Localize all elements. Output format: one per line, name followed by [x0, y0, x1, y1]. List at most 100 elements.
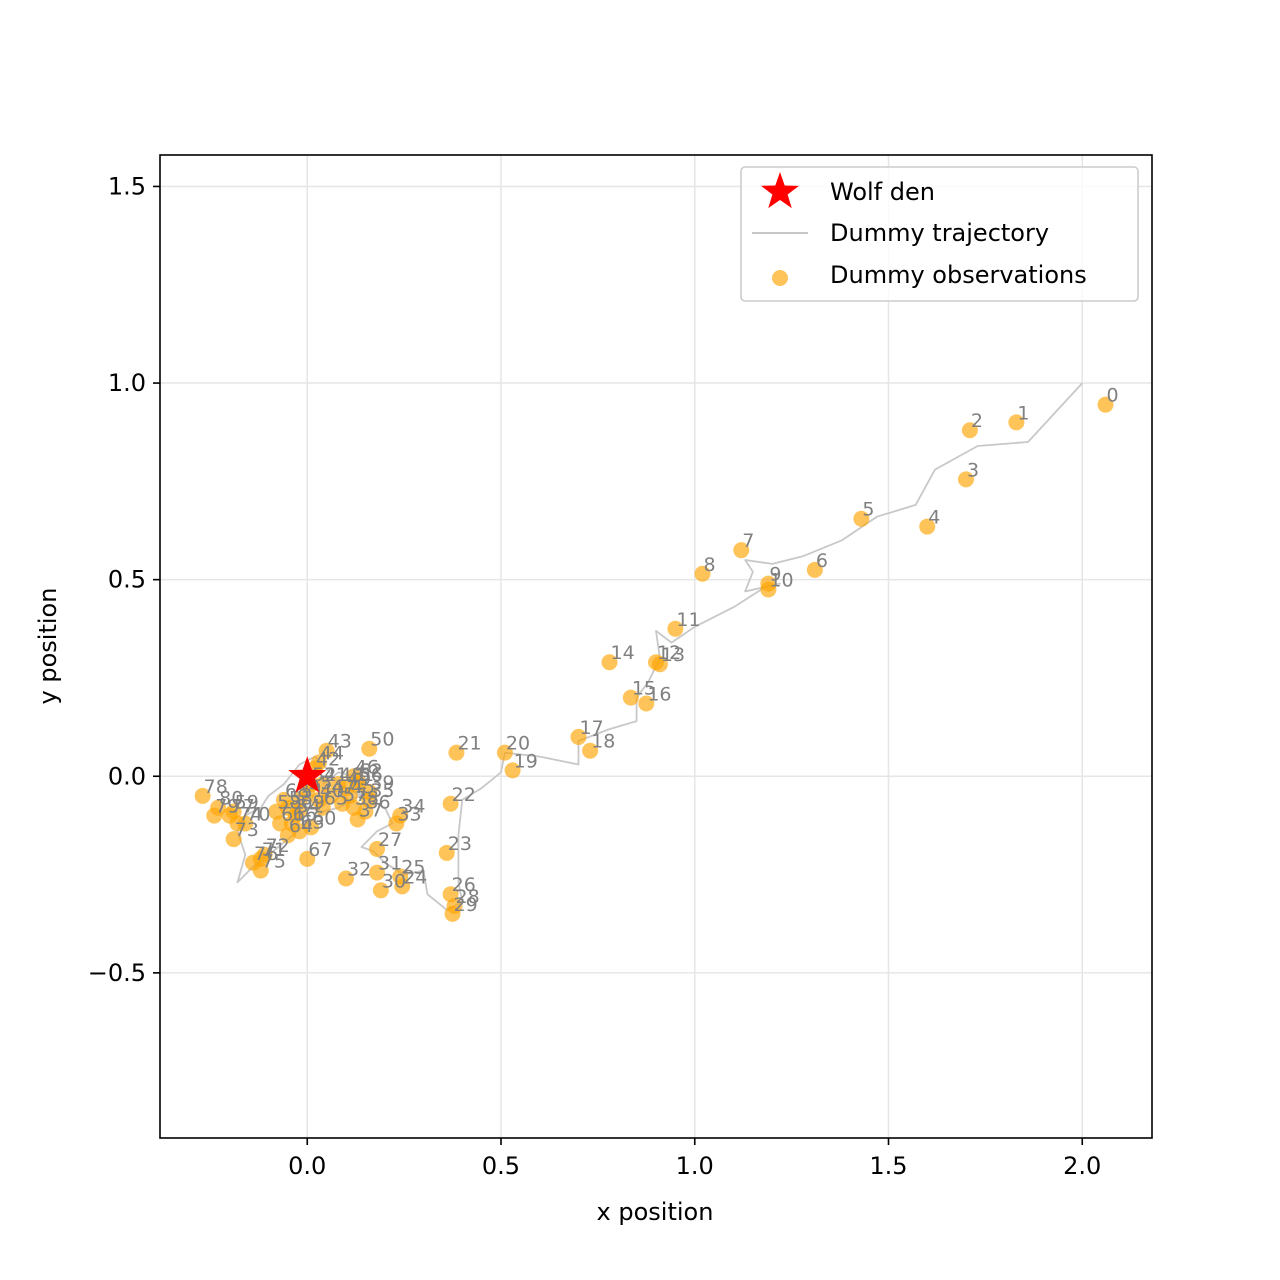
observation-point-22	[442, 795, 459, 812]
legend-den-label: Wolf den	[830, 178, 935, 206]
observation-label-62: 62	[359, 760, 383, 782]
observation-label-60: 60	[312, 807, 336, 829]
observation-point-29	[444, 905, 461, 922]
observation-label-3: 3	[967, 459, 979, 481]
observation-label-73: 73	[235, 819, 259, 841]
observation-label-45: 45	[351, 776, 375, 798]
x-axis-label: x position	[597, 1198, 714, 1226]
observation-label-19: 19	[514, 750, 538, 772]
observation-point-15	[622, 689, 639, 706]
observation-point-78	[194, 787, 211, 804]
observation-point-19	[504, 762, 521, 779]
observation-label-48: 48	[339, 764, 363, 786]
observation-point-41	[314, 776, 331, 793]
observation-label-77: 77	[231, 796, 255, 818]
y-tick-label: −0.5	[88, 959, 146, 987]
observation-point-39	[361, 783, 378, 800]
observation-label-24: 24	[403, 866, 427, 888]
observation-label-56: 56	[359, 764, 383, 786]
observation-point-13	[651, 656, 668, 673]
observation-point-66	[283, 815, 300, 832]
observation-point-67	[299, 850, 316, 867]
observation-label-74: 74	[239, 803, 263, 825]
observation-point-76	[245, 854, 261, 871]
observation-label-11: 11	[676, 609, 700, 631]
observation-label-37: 37	[359, 800, 383, 822]
y-tick-label: 0.5	[108, 566, 146, 594]
observation-label-18: 18	[591, 731, 615, 753]
observation-point-65	[314, 799, 331, 816]
observation-label-32: 32	[347, 858, 371, 880]
observation-label-51: 51	[301, 780, 325, 802]
observation-point-72	[256, 846, 273, 863]
observation-label-53: 53	[289, 788, 313, 810]
observation-point-0	[1097, 396, 1114, 413]
observation-point-14	[601, 654, 618, 671]
observation-point-34	[392, 807, 409, 824]
observation-label-52: 52	[312, 764, 336, 786]
observation-label-25: 25	[401, 857, 425, 879]
observation-label-67: 67	[308, 839, 332, 861]
y-tick-label: 1.0	[108, 369, 146, 397]
observation-point-5	[853, 510, 870, 527]
observation-label-0: 0	[1107, 385, 1119, 407]
observation-point-55	[299, 783, 316, 800]
y-tick-label: 0.0	[108, 762, 146, 790]
observation-point-30	[372, 882, 389, 899]
observation-point-7	[733, 542, 750, 559]
legend: Wolf den Dummy trajectory Dummy observat…	[740, 166, 1139, 302]
observation-label-38: 38	[355, 788, 379, 810]
observation-point-4	[919, 518, 936, 535]
y-tick-label: 1.5	[108, 172, 146, 200]
observation-label-61: 61	[281, 803, 305, 825]
observation-label-58: 58	[277, 792, 301, 814]
observation-label-54: 54	[297, 796, 321, 818]
observation-label-27: 27	[378, 829, 402, 851]
observation-label-6: 6	[816, 550, 828, 572]
observation-point-31	[369, 864, 385, 881]
observation-point-6	[806, 561, 823, 578]
observation-label-65: 65	[324, 788, 348, 810]
observation-label-49: 49	[347, 768, 371, 790]
x-axis-ticks: 0.0 0.5 1.0 1.5 2.0	[288, 1138, 1101, 1180]
observation-label-64: 64	[289, 815, 313, 837]
x-tick-label: 1.0	[676, 1152, 714, 1180]
observation-label-39: 39	[370, 772, 394, 794]
plot-frame	[159, 154, 1153, 1139]
observation-label-12: 12	[657, 642, 681, 664]
observation-label-16: 16	[647, 684, 671, 706]
observation-label-10: 10	[769, 569, 793, 591]
y-axis-label: y position	[34, 588, 62, 705]
observation-point-44	[310, 754, 327, 771]
observation-label-59: 59	[235, 792, 259, 814]
observation-point-2	[961, 422, 978, 439]
observation-label-8: 8	[704, 554, 716, 576]
observation-label-76: 76	[254, 843, 278, 865]
observation-point-17	[570, 728, 587, 745]
observation-label-79: 79	[215, 796, 239, 818]
legend-box	[740, 166, 1139, 302]
observation-label-21: 21	[457, 733, 481, 755]
observation-point-43	[318, 742, 335, 759]
observation-label-7: 7	[742, 530, 754, 552]
observation-label-78: 78	[204, 776, 228, 798]
observation-label-35: 35	[370, 780, 394, 802]
observation-label-50: 50	[370, 729, 394, 751]
x-tick-label: 1.5	[869, 1152, 907, 1180]
observation-label-2: 2	[971, 410, 983, 432]
observation-point-32	[338, 870, 354, 887]
observation-point-25	[392, 868, 409, 885]
x-tick-label: 2.0	[1063, 1152, 1101, 1180]
legend-den-star-icon	[760, 172, 800, 209]
observation-label-57: 57	[343, 784, 367, 806]
legend-observations-label: Dummy observations	[830, 261, 1087, 289]
observation-label-34: 34	[401, 796, 425, 818]
observation-label-43: 43	[328, 731, 352, 753]
observation-point-73	[225, 831, 242, 848]
observation-label-9: 9	[769, 564, 781, 586]
x-tick-label: 0.5	[482, 1152, 520, 1180]
observation-point-68	[276, 791, 292, 808]
observation-label-70: 70	[246, 803, 270, 825]
